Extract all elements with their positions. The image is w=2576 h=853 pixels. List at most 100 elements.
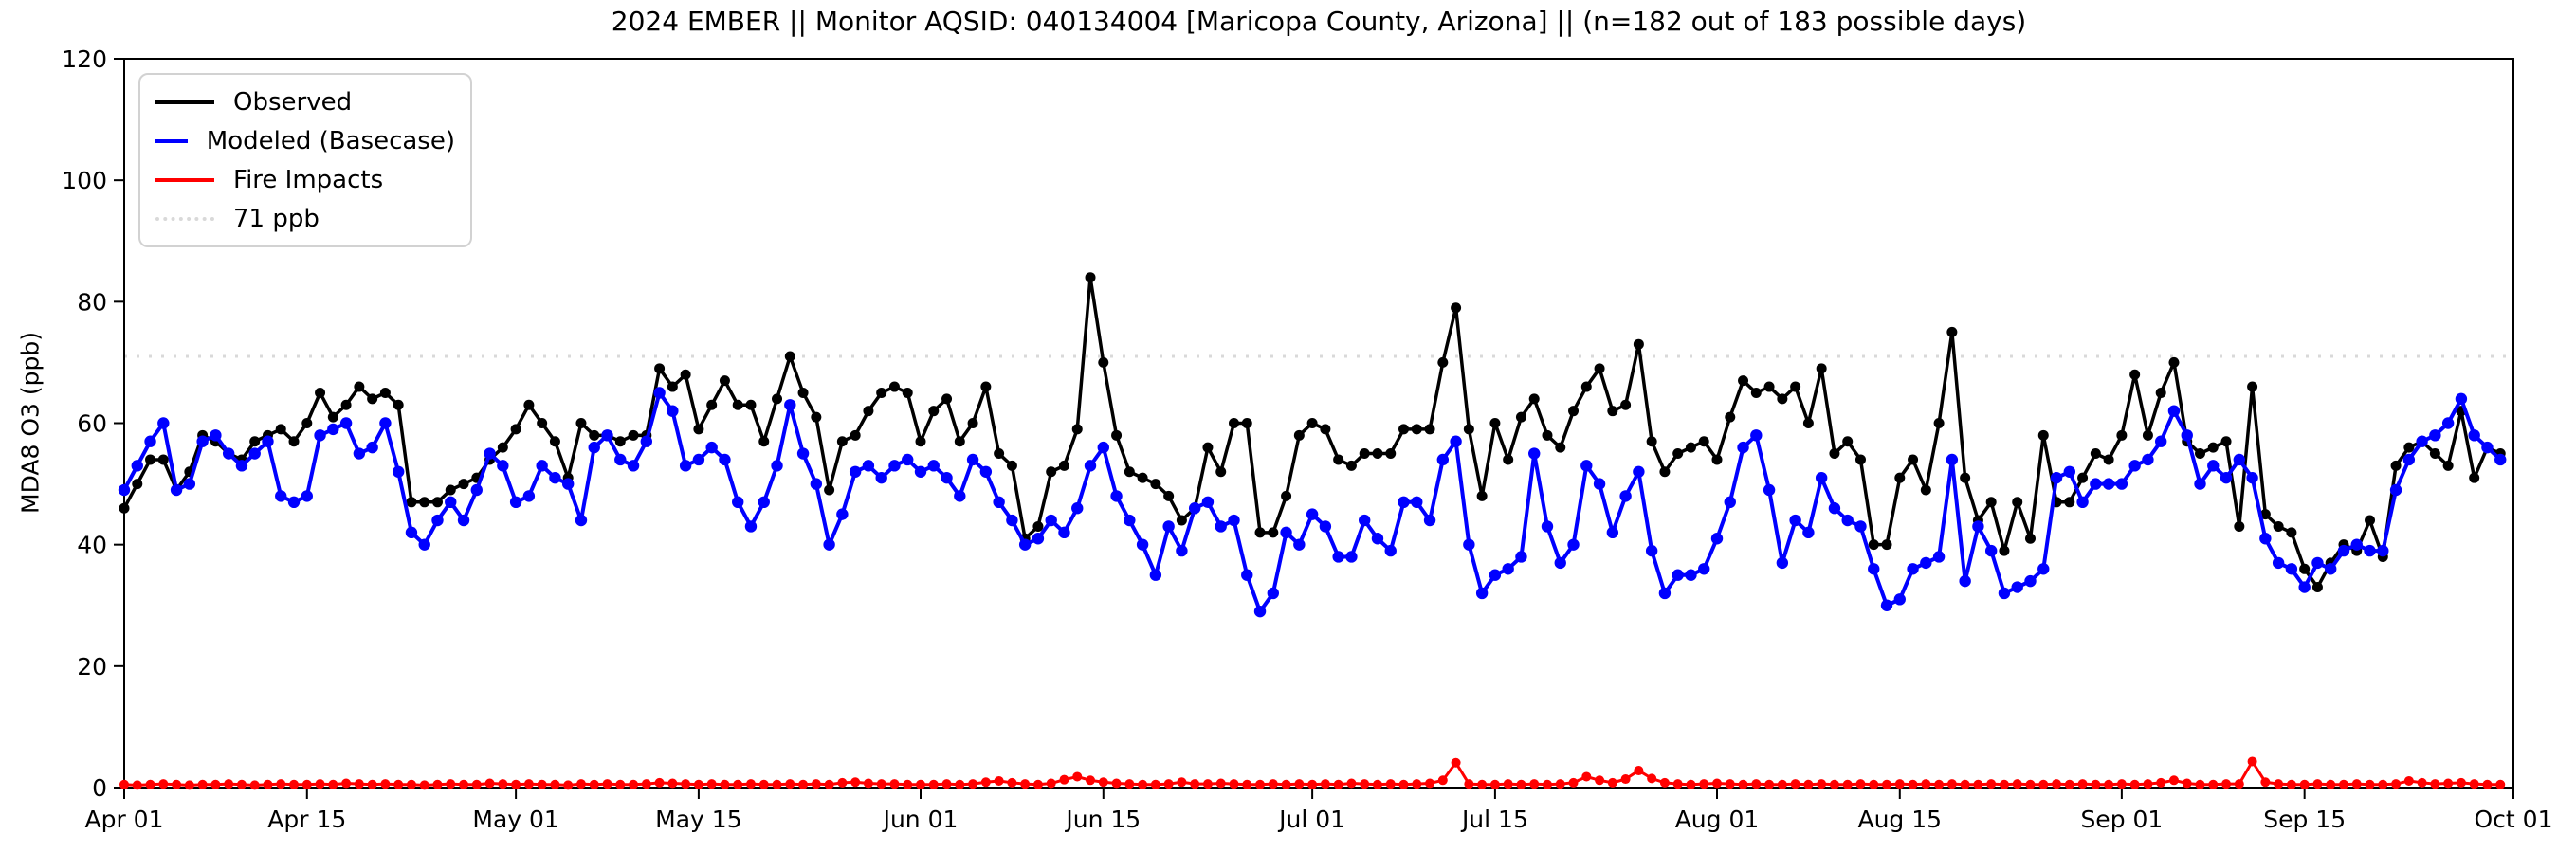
fire-impacts-marker <box>1268 779 1278 789</box>
modeled-basecase-marker <box>248 447 261 460</box>
fire-impacts-marker <box>1725 779 1735 789</box>
legend-item-threshold: 71 ppb <box>155 203 455 234</box>
observed-marker <box>1006 460 1017 471</box>
observed-marker <box>1542 429 1553 441</box>
fire-impacts-marker <box>2417 777 2427 788</box>
observed-marker <box>1281 490 1292 501</box>
observed-marker <box>745 399 757 410</box>
fire-impacts-marker <box>2091 779 2101 789</box>
observed-marker <box>2142 429 2153 441</box>
modeled-basecase-marker <box>1201 496 1215 509</box>
observed-marker <box>2286 527 2297 538</box>
observed-marker <box>1150 479 1161 490</box>
observed-marker <box>1032 520 1044 532</box>
observed-marker <box>2012 497 2023 508</box>
observed-marker <box>589 429 600 441</box>
observed-marker <box>2116 429 2128 441</box>
observed-marker <box>1463 424 1474 435</box>
modeled-basecase-marker <box>1502 563 1514 575</box>
observed-marker <box>1933 418 1945 428</box>
modeled-basecase-marker <box>1110 490 1123 502</box>
fire-impacts-marker <box>837 777 848 788</box>
fire-impacts-marker <box>1111 778 1122 789</box>
modeled-basecase-marker <box>1267 587 1280 600</box>
fire-impacts-marker <box>2052 779 2062 789</box>
modeled-basecase-marker <box>2311 556 2324 570</box>
y-tick-label: 0 <box>92 774 107 802</box>
modeled-basecase-marker <box>353 447 366 460</box>
fire-impacts-marker <box>471 779 482 789</box>
modeled-basecase-marker <box>614 453 627 466</box>
observed-marker <box>301 418 313 428</box>
modeled-basecase-marker <box>2272 556 2285 570</box>
observed-marker <box>693 424 704 435</box>
observed-marker <box>667 381 678 392</box>
fire-impacts-marker <box>1503 779 1513 789</box>
x-tick-label: Sep 01 <box>2080 806 2163 833</box>
modeled-basecase-marker <box>445 496 457 509</box>
fire-impacts-marker <box>563 780 574 790</box>
modeled-basecase-marker <box>314 429 326 442</box>
fire-impacts-marker <box>184 780 194 790</box>
observed-marker <box>1515 411 1526 423</box>
observed-marker <box>1960 472 1971 483</box>
modeled-basecase-marker <box>2481 441 2494 454</box>
fire-impacts-marker <box>1634 766 1644 776</box>
fire-impacts-marker <box>772 779 782 789</box>
observed-marker <box>1646 436 1657 447</box>
fire-impacts-marker <box>889 779 900 789</box>
observed-marker <box>2195 448 2206 460</box>
fire-impacts-marker <box>236 779 247 789</box>
observed-marker <box>497 442 508 453</box>
y-tick-label: 60 <box>77 410 107 438</box>
fire-impacts-marker <box>693 779 703 789</box>
fire-impacts-marker <box>2430 779 2440 789</box>
observed-marker <box>1215 466 1227 478</box>
modeled-basecase-marker <box>287 496 301 509</box>
fire-impacts-marker <box>2469 779 2479 789</box>
modeled-basecase-marker <box>366 441 378 454</box>
fire-impacts-marker <box>2260 777 2271 788</box>
modeled-basecase-marker <box>2416 435 2428 447</box>
modeled-basecase-marker <box>2011 581 2023 593</box>
observed-marker <box>1124 466 1135 478</box>
modeled-basecase-marker <box>1280 526 1292 539</box>
observed-marker <box>1555 442 1566 453</box>
modeled-basecase-marker <box>1032 533 1045 545</box>
modeled-basecase-marker <box>1084 460 1097 472</box>
observed-marker <box>510 424 521 435</box>
modeled-basecase-marker <box>1685 569 1697 581</box>
legend-item-observed: Observed <box>155 86 455 118</box>
modeled-basecase-marker <box>2090 478 2102 490</box>
fire-impacts-marker <box>1738 779 1748 789</box>
fire-impacts-marker <box>1894 779 1905 789</box>
modeled-basecase-marker <box>2102 478 2115 490</box>
fire-impacts-marker <box>1699 779 1709 789</box>
fire-impacts-marker <box>224 779 234 789</box>
fire-impacts-marker <box>1934 779 1945 789</box>
modeled-basecase-marker <box>2377 544 2389 557</box>
observed-marker <box>340 399 352 410</box>
observed-marker <box>431 497 443 508</box>
modeled-basecase-marker <box>1058 526 1070 539</box>
x-tick-label: Oct 01 <box>2475 806 2553 833</box>
fire-impacts-marker <box>980 777 991 788</box>
modeled-basecase-marker <box>1724 496 1736 509</box>
fire-impacts-marker <box>745 779 756 789</box>
fire-impacts-marker <box>968 779 978 789</box>
modeled-basecase-marker <box>275 490 287 502</box>
fire-impacts-marker <box>132 780 142 790</box>
fire-impacts-marker <box>523 779 534 789</box>
x-tick-label: Sep 15 <box>2263 806 2346 833</box>
modeled-basecase-marker <box>1984 544 1998 557</box>
fire-impacts-marker <box>1215 778 1226 789</box>
modeled-basecase-marker <box>1645 544 1658 557</box>
fire-impacts-marker <box>119 779 129 789</box>
fire-impacts-marker <box>811 779 821 789</box>
observed-marker <box>2234 520 2245 532</box>
observed-marker <box>1451 302 1462 314</box>
fire-impacts-marker <box>1124 779 1135 789</box>
modeled-basecase-marker <box>627 460 640 472</box>
fire-impacts-marker <box>1007 777 1017 788</box>
